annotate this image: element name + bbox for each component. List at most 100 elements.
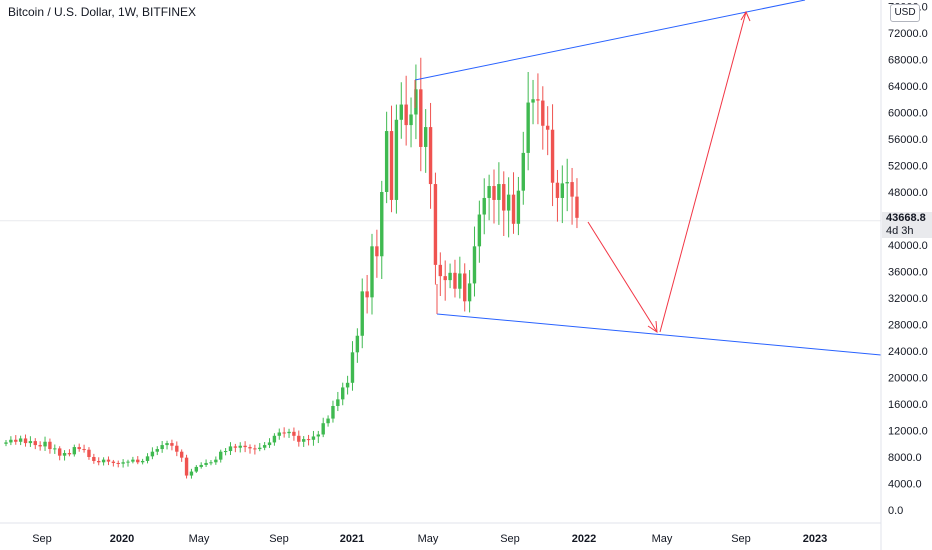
candle-body bbox=[253, 448, 257, 450]
candle-body bbox=[345, 382, 350, 388]
candle-body bbox=[433, 184, 438, 265]
last-price-label: 43668.8 4d 3h bbox=[882, 212, 932, 238]
candle-body bbox=[214, 459, 218, 463]
candle-body bbox=[160, 445, 164, 450]
price-tick-label: 4000.0 bbox=[888, 479, 922, 491]
candle-body bbox=[506, 194, 511, 211]
candle-body bbox=[4, 442, 8, 444]
price-tick-label: 12000.0 bbox=[888, 426, 928, 438]
candle-body bbox=[179, 451, 184, 458]
candle-body bbox=[262, 445, 267, 448]
candle-body bbox=[355, 335, 360, 353]
candle-body bbox=[170, 443, 174, 446]
price-tick-label: 20000.0 bbox=[888, 373, 928, 385]
currency-button[interactable]: USD bbox=[890, 4, 920, 22]
candle-body bbox=[399, 104, 403, 120]
candle-body bbox=[287, 431, 291, 434]
candle-body bbox=[233, 446, 238, 448]
candle-body bbox=[121, 462, 125, 464]
time-tick-label: Sep bbox=[32, 533, 52, 545]
projection-down-arrow bbox=[587, 221, 658, 333]
candle-body bbox=[267, 442, 272, 446]
candle-body bbox=[492, 186, 496, 200]
price-axis[interactable]: 0.0 4000.0 8000.0 12000.0 16000.0 20000.0 2400… bbox=[888, 2, 928, 518]
candle-body bbox=[238, 445, 242, 448]
time-tick-label: Sep bbox=[500, 533, 520, 545]
arrowhead-up bbox=[740, 10, 751, 22]
candle-body bbox=[228, 446, 233, 452]
candle-body bbox=[194, 466, 199, 472]
candle-body bbox=[482, 197, 486, 215]
candle-body bbox=[443, 276, 447, 281]
price-tick-label: 0.0 bbox=[888, 505, 903, 517]
candle-body bbox=[389, 131, 394, 200]
candle-body bbox=[311, 436, 316, 440]
candle-body bbox=[111, 461, 116, 463]
time-tick-label: May bbox=[418, 533, 439, 545]
candle-body bbox=[326, 418, 330, 424]
price-tick-label: 28000.0 bbox=[888, 320, 928, 332]
candle-body bbox=[136, 459, 140, 463]
last-price-value: 43668.8 bbox=[886, 212, 926, 224]
candle-body bbox=[419, 89, 423, 147]
candle-body bbox=[219, 451, 223, 460]
candle-body bbox=[526, 102, 530, 153]
candle-body bbox=[404, 104, 408, 126]
candle-body bbox=[101, 459, 106, 463]
candle-body bbox=[301, 439, 306, 442]
price-tick-label: 52000.0 bbox=[888, 161, 928, 173]
candle-body bbox=[175, 445, 179, 452]
candle-body bbox=[223, 451, 228, 453]
candle-body bbox=[316, 434, 321, 437]
candle-body bbox=[365, 291, 369, 298]
candle-body bbox=[87, 449, 91, 457]
candle-body bbox=[336, 399, 340, 406]
time-tick-label: May bbox=[189, 533, 210, 545]
candle-body bbox=[428, 127, 433, 185]
lower-trendline bbox=[436, 313, 882, 356]
candle-body bbox=[23, 438, 28, 444]
time-axis[interactable]: Sep 2020 May Sep 2021 May Sep 2022 May Sep 2023 bbox=[32, 533, 827, 545]
candle-body bbox=[380, 192, 384, 257]
candle-body bbox=[145, 456, 150, 461]
chart-title: Bitcoin / U.S. Dollar, 1W, BITFINEX bbox=[8, 5, 197, 19]
time-tick-label: 2020 bbox=[110, 533, 134, 545]
candle-body bbox=[550, 129, 555, 183]
candle-body bbox=[360, 291, 364, 336]
time-tick-label: May bbox=[652, 533, 673, 545]
candle-body bbox=[106, 459, 111, 462]
candle-body bbox=[384, 131, 389, 192]
candle-body bbox=[297, 435, 301, 442]
candle-body bbox=[28, 441, 33, 444]
candle-body bbox=[126, 461, 130, 463]
candle-body bbox=[248, 447, 252, 449]
projection-up-arrow bbox=[659, 11, 747, 333]
candle-body bbox=[92, 457, 96, 461]
candle-body bbox=[575, 196, 579, 218]
candle-body bbox=[536, 99, 540, 101]
candle-body bbox=[131, 459, 135, 462]
candle-body bbox=[57, 448, 62, 456]
candle-body bbox=[409, 114, 413, 126]
candlestick-series bbox=[4, 57, 579, 479]
candle-body bbox=[258, 447, 262, 450]
candle-body bbox=[438, 264, 443, 277]
candle-body bbox=[14, 439, 18, 442]
upper-trendline bbox=[414, 0, 806, 81]
candle-body bbox=[243, 445, 247, 448]
candle-body bbox=[272, 435, 277, 443]
candle-body bbox=[375, 246, 379, 257]
candle-body bbox=[77, 447, 81, 450]
bar-countdown: 4d 3h bbox=[886, 225, 914, 237]
candle-body bbox=[62, 453, 67, 456]
time-tick-label: Sep bbox=[731, 533, 751, 545]
candle-body bbox=[189, 471, 194, 476]
candle-body bbox=[467, 283, 472, 302]
candle-body bbox=[97, 460, 101, 463]
candle-body bbox=[414, 89, 418, 115]
candle-body bbox=[448, 272, 452, 281]
price-tick-label: 72000.0 bbox=[888, 28, 928, 40]
arrowhead-down bbox=[647, 320, 658, 333]
candle-body bbox=[341, 387, 345, 400]
